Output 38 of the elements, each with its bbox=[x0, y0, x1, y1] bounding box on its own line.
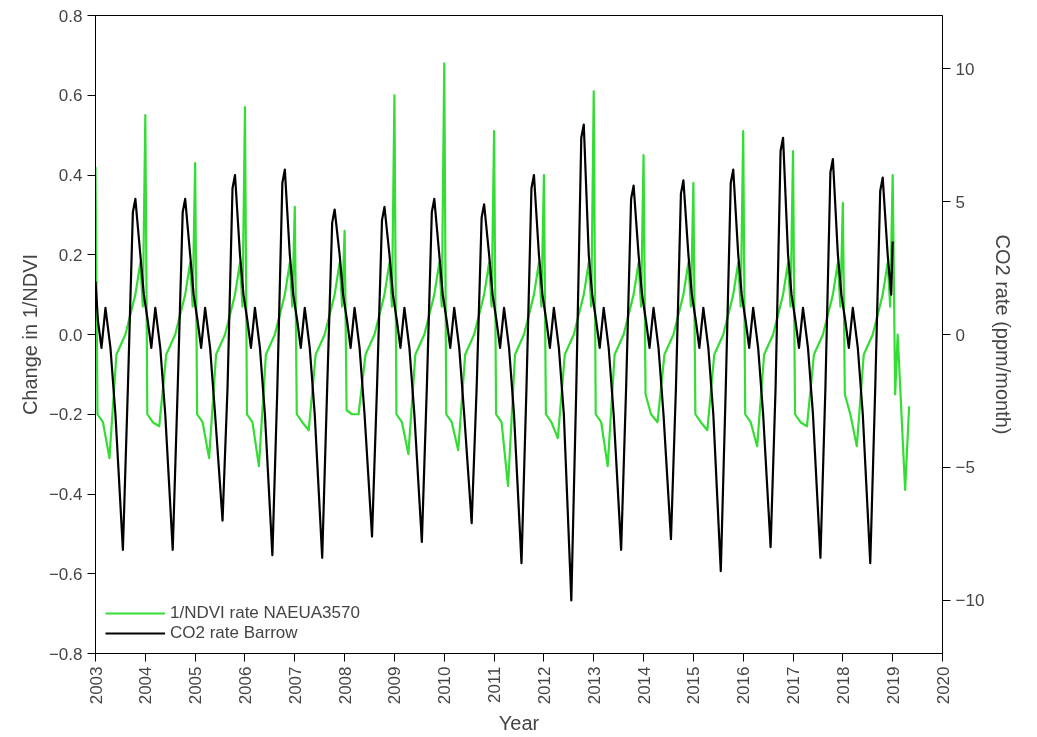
x-tick-label: 2019 bbox=[883, 666, 903, 705]
y2-tick-label: 0 bbox=[955, 325, 965, 345]
x-tick-label: 2006 bbox=[235, 666, 255, 705]
y-tick-label: −0.4 bbox=[48, 485, 83, 504]
x-tick-label: 2015 bbox=[684, 666, 704, 705]
x-tick-label: 2018 bbox=[833, 666, 853, 705]
x-tick-label: 2011 bbox=[485, 666, 505, 704]
y2-tick-label: −10 bbox=[955, 591, 985, 611]
x-tick-label: 2013 bbox=[584, 666, 604, 705]
y-tick-label: −0.8 bbox=[48, 644, 83, 664]
x-tick-label: 2012 bbox=[534, 666, 554, 705]
x-axis-title: Year bbox=[498, 712, 540, 735]
x-tick-label: 2020 bbox=[933, 666, 953, 705]
y-tick-label: 0.0 bbox=[58, 325, 83, 345]
x-tick-label: 2009 bbox=[385, 666, 405, 705]
x-tick-label: 2005 bbox=[186, 666, 206, 705]
x-tick-label: 2008 bbox=[335, 666, 355, 705]
x-tick-label: 2007 bbox=[285, 666, 305, 705]
y2-tick-label: 5 bbox=[955, 192, 965, 212]
legend-label: 1/NDVI rate NAEUA3570 bbox=[170, 603, 360, 623]
y2-axis-title: CO2 rate (ppm/month) bbox=[992, 234, 1015, 435]
y2-tick-label: 10 bbox=[955, 59, 975, 79]
y-axis-title: Change in 1/NDVI bbox=[18, 253, 41, 416]
y-tick-label: −0.6 bbox=[48, 564, 83, 584]
x-tick-label: 2016 bbox=[734, 666, 754, 705]
legend-label: CO2 rate Barrow bbox=[170, 623, 298, 643]
y-tick-label: 0.6 bbox=[58, 86, 83, 106]
x-tick-label: 2004 bbox=[136, 666, 156, 705]
x-tick-label: 2014 bbox=[634, 666, 654, 705]
y-tick-label: 0.8 bbox=[58, 6, 83, 26]
x-tick-label: 2010 bbox=[435, 666, 455, 705]
x-tick-label: 2003 bbox=[86, 666, 106, 705]
y-tick-label: −0.2 bbox=[48, 405, 83, 425]
line-series bbox=[95, 62, 911, 492]
x-tick-label: 2017 bbox=[784, 666, 804, 705]
y-tick-label: 0.4 bbox=[58, 166, 83, 185]
y2-tick-label: −5 bbox=[955, 458, 975, 478]
y-tick-label: 0.2 bbox=[58, 245, 83, 265]
